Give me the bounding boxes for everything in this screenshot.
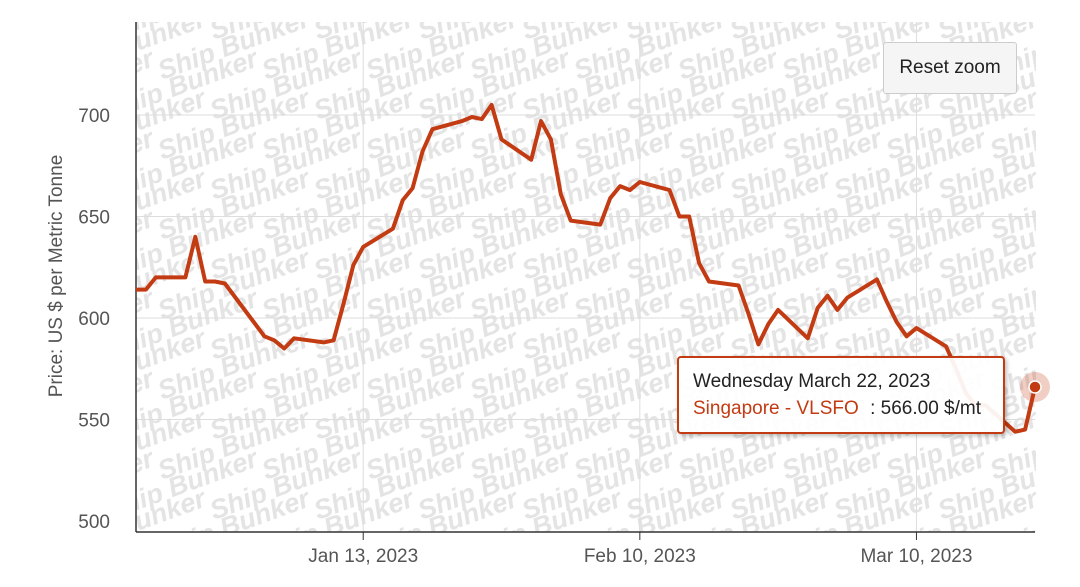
x-tick-label: Mar 10, 2023	[860, 546, 972, 567]
watermark-text: Ship Bunker	[362, 0, 523, 6]
series-line	[136, 102, 1036, 434]
watermark-text: Ship Bunker	[778, 0, 939, 6]
watermark-text: Ship Bunker	[0, 0, 159, 46]
watermark-text: Ship Bunker	[882, 0, 1043, 6]
y-tick-label: 600	[78, 309, 110, 330]
y-tick-label: 500	[78, 512, 110, 533]
tooltip-series-name: Singapore - VLSFO	[693, 398, 859, 419]
grid-lines	[136, 22, 1035, 532]
watermark-text: Ship Bunker	[0, 363, 159, 446]
watermark-text: Ship Bunker	[50, 483, 211, 566]
x-tick-label: Jan 13, 2023	[308, 546, 418, 567]
x-tick-label: Feb 10, 2023	[584, 546, 696, 567]
watermark-text: Ship Bunker	[570, 0, 731, 6]
highlight-marker-layer	[1020, 372, 1050, 403]
y-tick-label: 550	[78, 411, 110, 432]
tooltip-value: 566.00 $/mt	[880, 398, 981, 419]
chart-tooltip: Wednesday March 22, 2023 Singapore - VLS…	[677, 356, 1005, 434]
highlight-point	[1028, 380, 1042, 394]
watermark-text: Ship Bunker	[50, 0, 211, 6]
y-tick-label: 650	[78, 208, 110, 229]
watermark-text: Ship Bunker	[258, 0, 419, 6]
y-axis: 500 550 600 650 700	[78, 22, 137, 533]
tooltip-date: Wednesday March 22, 2023	[693, 371, 931, 392]
reset-zoom-button[interactable]: Reset zoom	[883, 42, 1017, 94]
watermark-text: Ship Bunker	[0, 123, 159, 206]
tooltip-separator: :	[870, 398, 876, 419]
y-axis-title: Price: US $ per Metric Tonne	[46, 155, 67, 398]
tooltip-value-line: Singapore - VLSFO : 566.00 $/mt	[693, 398, 1003, 420]
watermark-text: Ship Bunker	[154, 0, 315, 6]
watermark-text: Ship Bunker	[466, 0, 627, 6]
y-tick-label: 700	[78, 106, 110, 127]
watermark-text: Ship Bunker	[0, 0, 107, 6]
series-layer	[136, 102, 1036, 434]
watermark-text: Ship Bunker	[674, 0, 835, 6]
x-axis: Jan 13, 2023 Feb 10, 2023 Mar 10, 2023	[136, 531, 1035, 567]
